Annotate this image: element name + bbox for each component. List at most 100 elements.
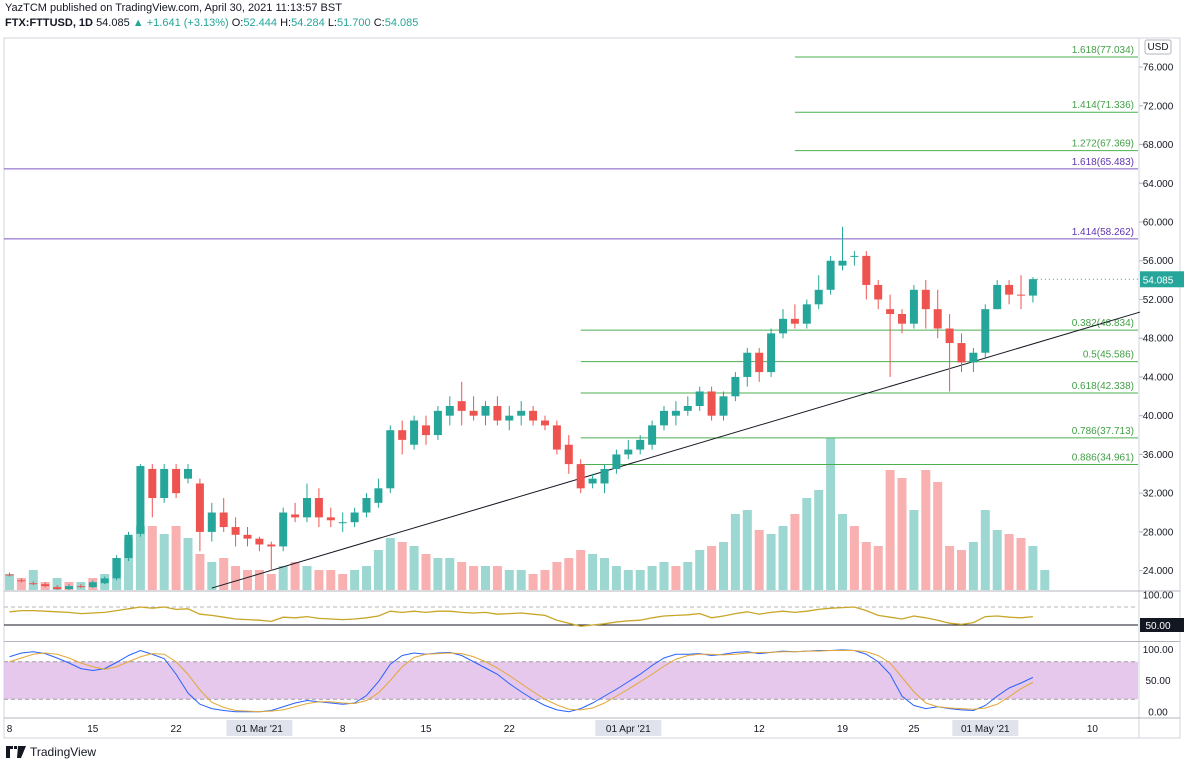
fib-level-label: 0.618(42.338): [1072, 381, 1134, 392]
close-value: 54.085: [384, 17, 419, 29]
volume-bar: [826, 438, 836, 590]
fib-level-label: 1.618(65.483): [1072, 157, 1134, 168]
volume-bar: [278, 566, 288, 590]
volume-bar: [266, 574, 276, 590]
volume-bar: [528, 574, 538, 590]
currency-box: [1144, 39, 1172, 55]
candle-body: [100, 578, 109, 584]
candle-body: [386, 430, 395, 489]
price-tick-label: 48.000: [1143, 334, 1174, 345]
volume-bar: [481, 566, 490, 590]
volume-bar: [671, 566, 681, 590]
change-arrow: ▲: [132, 17, 144, 29]
volume-bar: [302, 566, 312, 590]
volume-bar: [409, 546, 419, 590]
fib-level-label: 0.786(37.713): [1072, 426, 1134, 437]
price-tick-label: 24.000: [1143, 566, 1174, 577]
stoch-band: [4, 661, 1138, 700]
high-label: H:: [280, 17, 292, 29]
time-axis-highlight: [226, 720, 293, 736]
candle-body: [909, 289, 918, 324]
candle-body: [493, 406, 502, 421]
candle-body: [898, 314, 906, 324]
volume-bar: [897, 478, 907, 590]
volume-bar: [350, 570, 360, 590]
volume-bar: [742, 510, 752, 590]
candle-body: [457, 401, 466, 411]
candle-body: [517, 410, 526, 416]
volume-bar: [564, 558, 574, 590]
volume-bar: [385, 538, 395, 590]
volume-bar: [814, 490, 824, 590]
candle-body: [88, 582, 97, 588]
fib-level-label: 0.382(48.834): [1072, 318, 1134, 329]
candle-body: [53, 587, 62, 590]
last-price-label: 54.085: [1143, 275, 1174, 286]
candle-body: [505, 415, 514, 421]
candle-body: [802, 304, 811, 324]
trendline: [211, 311, 1141, 589]
price-tick-label: 68.000: [1143, 140, 1174, 151]
price-tick-label: 64.000: [1143, 179, 1174, 190]
rsi-50-marker: [1140, 618, 1184, 632]
volume-bar: [623, 570, 633, 590]
volume-bar: [802, 498, 812, 590]
stoch-tick-label: 100.00: [1143, 645, 1174, 656]
candle-body: [981, 309, 990, 353]
volume-bar: [933, 482, 943, 590]
time-tick-label: 22: [504, 724, 516, 735]
volume-bar: [957, 550, 966, 590]
candle-body: [314, 498, 323, 518]
time-axis-highlight: [952, 720, 1019, 736]
candle-body: [207, 512, 216, 532]
tradingview-logo[interactable]: TradingView: [6, 745, 96, 759]
volume-bar: [5, 574, 14, 590]
volume-bar: [849, 526, 859, 590]
candle-body: [469, 410, 478, 416]
candle-body: [814, 289, 823, 305]
candle-body: [707, 391, 716, 416]
last-price: 54.085: [96, 17, 130, 29]
volume-bar: [314, 570, 324, 590]
volume-bar: [492, 566, 502, 590]
high-value: 54.284: [291, 17, 325, 29]
stoch-tick-label: 0.00: [1148, 707, 1168, 718]
candle-body: [172, 468, 181, 494]
volume-bar: [183, 538, 193, 590]
volume-bar: [659, 562, 669, 590]
volume-bar: [873, 546, 883, 590]
volume-bar: [611, 566, 621, 590]
candle-body: [422, 425, 430, 436]
candle-body: [921, 289, 930, 310]
time-axis-highlight: [595, 720, 662, 736]
price-tick-label: 40.000: [1143, 411, 1174, 422]
volume-bar: [540, 570, 550, 590]
volume-bar: [707, 546, 717, 590]
candle-body: [291, 514, 300, 518]
time-tick-label: 01 Apr '21: [606, 724, 651, 735]
price-tick-label: 28.000: [1143, 527, 1174, 538]
volume-bar: [147, 526, 157, 590]
candle-body: [279, 512, 288, 547]
volume-bar: [254, 570, 264, 590]
candle-body: [683, 406, 692, 411]
price-tick-label: 56.000: [1143, 256, 1174, 267]
volume-bar: [992, 530, 1002, 590]
volume-bar: [921, 470, 931, 590]
volume-bar: [159, 534, 169, 590]
candle-body: [41, 584, 50, 587]
price-tick-label: 60.000: [1143, 218, 1174, 229]
volume-bar: [1028, 546, 1038, 590]
open-label: O:: [231, 17, 244, 29]
price-tick-label: 52.000: [1143, 295, 1174, 306]
low-label: L:: [327, 17, 337, 29]
candle-body: [29, 583, 38, 585]
candle-body: [767, 333, 776, 373]
candle-body: [255, 538, 264, 545]
time-tick-label: 12: [754, 724, 766, 735]
candle-body: [445, 406, 454, 416]
symbol-label[interactable]: FTX:FTTUSD, 1D: [5, 17, 93, 29]
volume-bar: [790, 514, 800, 590]
